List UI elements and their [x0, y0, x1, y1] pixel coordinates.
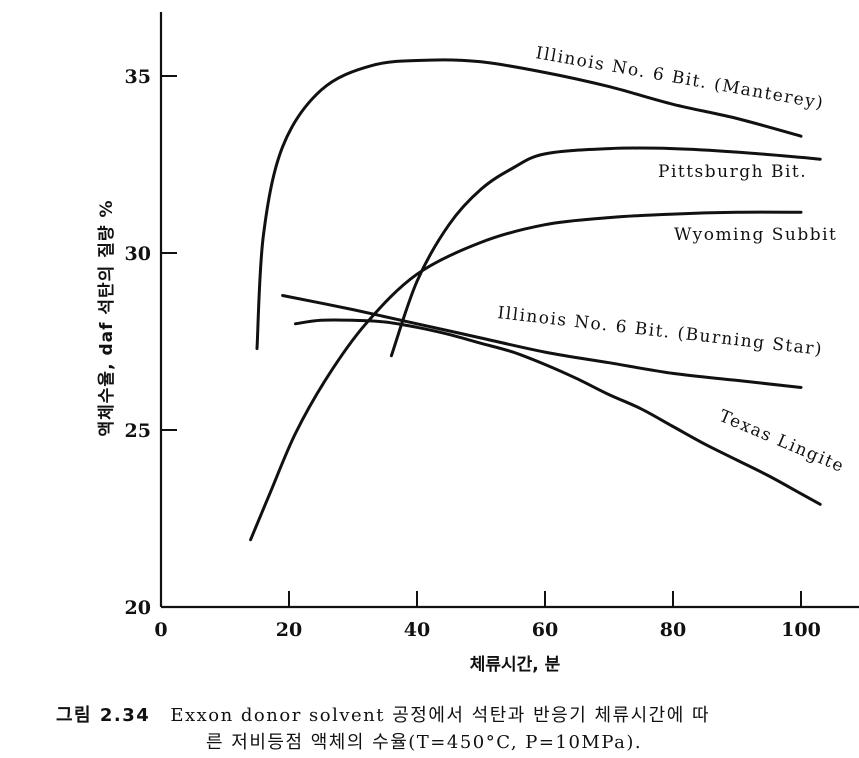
x-tick-label: 0 [154, 619, 167, 641]
caption-text-1: Exxon donor solvent 공정에서 석탄과 반응기 체류시간에 따 [170, 705, 711, 726]
series-label: Wyoming Subbit [674, 225, 837, 245]
y-tick-label: 30 [125, 243, 151, 265]
x-tick-label: 80 [660, 619, 686, 641]
series-line [255, 58, 803, 351]
x-tick-label: 40 [404, 619, 430, 641]
x-tick-label: 100 [781, 619, 821, 641]
series-line [389, 146, 822, 358]
series-label: Texas Lingite [716, 406, 847, 477]
series-group [249, 58, 822, 542]
series-line [293, 318, 822, 506]
figure-caption: 그림 2.34 Exxon donor solvent 공정에서 석탄과 반응기 … [56, 702, 856, 756]
y-axis-label: 액체수율, daf 석탄의 질량 % [96, 200, 117, 437]
caption-line-2: 른 저비등점 액체의 수율(T=450°C, P=10MPa). [206, 732, 643, 753]
series-label: Pittsburgh Bit. [658, 162, 807, 182]
series-line [249, 210, 803, 542]
series-labels: Illinois No. 6 Bit. (Manterey)Pittsburgh… [496, 43, 847, 477]
y-tick-label: 35 [125, 66, 151, 88]
caption-line-1: 그림 2.34 Exxon donor solvent 공정에서 석탄과 반응기 … [56, 702, 856, 729]
axes [159, 12, 859, 609]
y-tick-label: 20 [125, 597, 151, 619]
y-tick-label: 25 [125, 420, 151, 442]
x-tick-label: 60 [532, 619, 558, 641]
figure-number: 그림 2.34 [56, 705, 151, 726]
x-axis-label: 체류시간, 분 [470, 655, 561, 675]
series-line [281, 294, 803, 389]
x-tick-label: 20 [276, 619, 302, 641]
